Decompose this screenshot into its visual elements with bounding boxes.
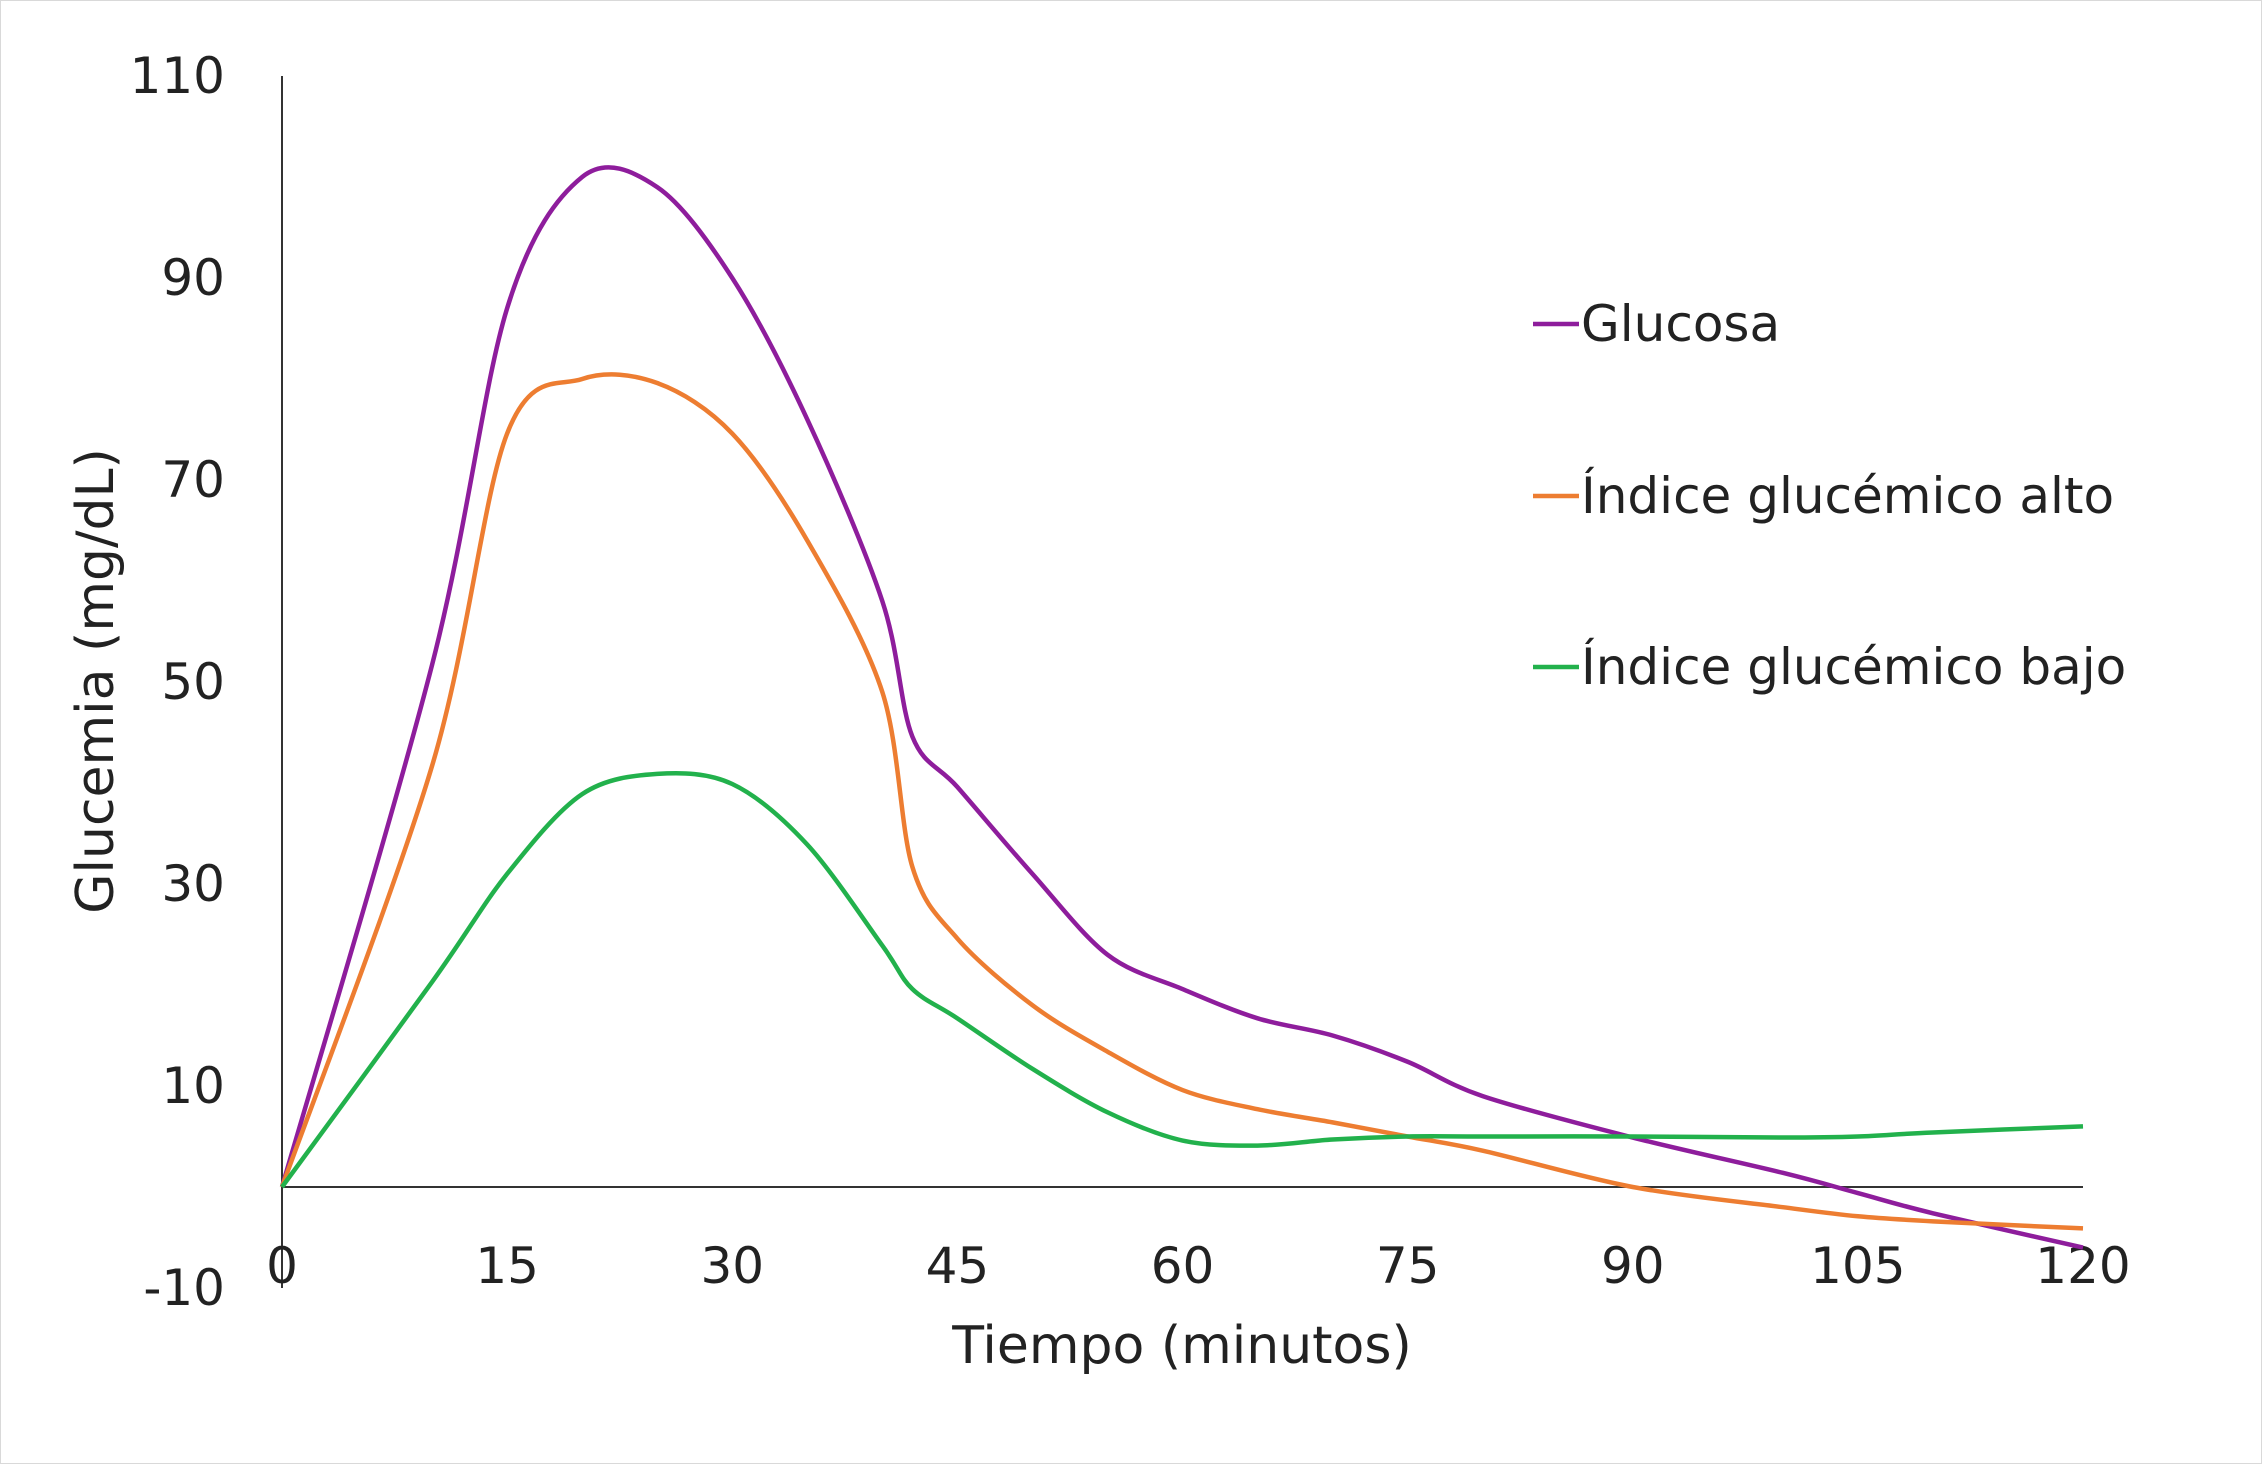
x-tick-label: 105 [1810,1237,1905,1295]
legend-label-0: Glucosa [1581,295,1780,353]
x-tick-label: 0 [266,1237,298,1295]
series-line-2 [280,770,2084,1189]
y-tick-label: 10 [161,1057,225,1115]
series-line-0 [279,165,2084,1250]
y-axis-label: Glucemia (mg/dL) [66,448,126,914]
y-tick-label: 90 [161,249,225,307]
y-tick-label: 50 [161,653,225,711]
x-tick-label: 15 [475,1237,539,1295]
x-tick-label: 45 [926,1237,990,1295]
y-tick-label: 30 [161,855,225,913]
y-tick-label: 70 [161,451,225,509]
series-line-1 [279,372,2084,1231]
y-tick-label: -10 [143,1259,225,1317]
x-tick-label: 90 [1601,1237,1665,1295]
x-tick-label: 75 [1376,1237,1440,1295]
legend-label-1: Índice glucémico alto [1581,466,2114,525]
y-tick-label: 110 [130,47,225,105]
x-tick-label: 30 [700,1237,764,1295]
x-axis-label: Tiempo (minutos) [951,1316,1412,1376]
legend-label-2: Índice glucémico bajo [1581,637,2126,696]
x-tick-label: 60 [1151,1237,1215,1295]
